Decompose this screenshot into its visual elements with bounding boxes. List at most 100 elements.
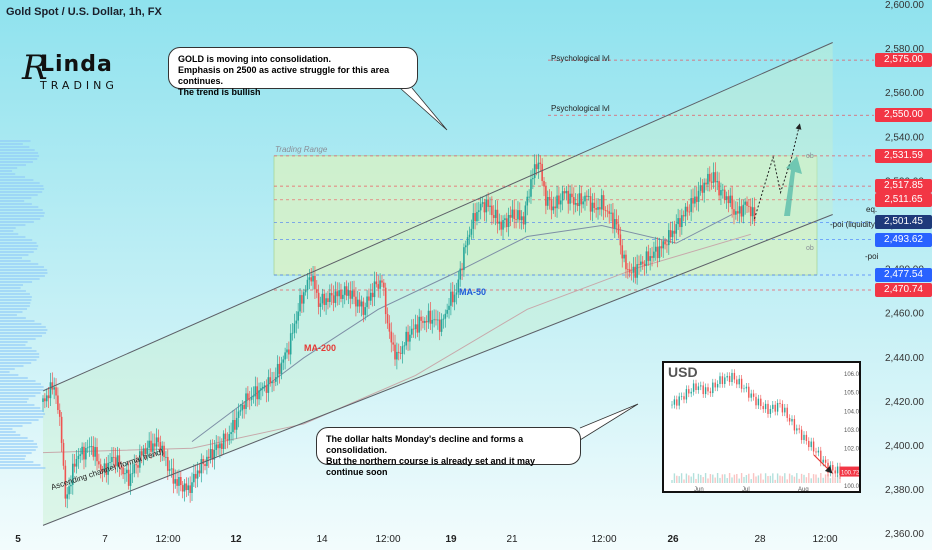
- inset-candle: [788, 417, 791, 422]
- candle-body: [522, 216, 525, 225]
- inset-candle: [736, 379, 738, 385]
- candle-body: [416, 324, 419, 333]
- candle-body: [634, 266, 637, 278]
- candle-body: [178, 477, 180, 486]
- candle-body: [237, 411, 240, 418]
- volume-profile-bar: [0, 434, 21, 436]
- inset-volume-bar: [724, 474, 726, 483]
- candle-body: [636, 264, 638, 278]
- candle-body: [623, 254, 625, 259]
- inset-candle: [685, 389, 688, 400]
- candle-body: [753, 207, 756, 222]
- candle-body: [370, 292, 372, 301]
- candle-body: [375, 281, 378, 285]
- candle-body: [641, 261, 644, 264]
- candle-body: [295, 320, 298, 324]
- inset-candle: [745, 386, 748, 389]
- x-tick-label: 12:00: [591, 534, 616, 545]
- inset-volume-bar: [764, 473, 767, 483]
- candle-body: [57, 395, 59, 411]
- candle-body: [168, 469, 171, 471]
- candle-body: [351, 290, 353, 299]
- candle-body: [744, 201, 746, 205]
- candle-body: [668, 230, 670, 246]
- inset-x-tick: Jun: [694, 487, 704, 493]
- candle-body: [638, 264, 640, 265]
- inset-volume-bar: [702, 477, 704, 483]
- bullish-arrow: [784, 156, 802, 216]
- candle-body: [425, 320, 428, 323]
- candle-body: [131, 473, 134, 475]
- candle-body: [409, 334, 411, 342]
- y-tick-label: 2,600.00: [885, 0, 924, 11]
- trading-range-box: [273, 155, 818, 276]
- candle-body: [340, 290, 342, 299]
- volume-profile-bar: [0, 308, 28, 310]
- inset-y-tick: 103.00: [844, 428, 861, 434]
- inset-candle: [815, 451, 817, 453]
- candle-body: [735, 211, 737, 215]
- volume-profile-bar: [0, 233, 19, 235]
- inset-volume-bar: [697, 473, 700, 483]
- inset-volume-bar: [745, 475, 748, 483]
- candle-body: [248, 399, 251, 401]
- candle-body: [653, 251, 655, 258]
- inset-y-tick: 104.00: [844, 409, 861, 415]
- candle-body: [725, 196, 728, 200]
- inset-candle: [712, 382, 714, 394]
- inset-candle: [805, 434, 808, 441]
- candle-body: [466, 237, 469, 246]
- candle-body: [543, 180, 545, 187]
- candle-body: [222, 433, 225, 449]
- candle-body: [552, 206, 555, 211]
- inset-volume-bar: [690, 476, 692, 483]
- candle-body: [386, 314, 389, 324]
- inset-volume-bar: [709, 474, 712, 483]
- candle-body: [498, 221, 501, 224]
- candle-body: [241, 404, 244, 411]
- volume-profile-bar: [0, 440, 34, 442]
- candle-body: [455, 292, 458, 295]
- volume-profile-bar: [0, 158, 38, 160]
- candle-body: [654, 246, 657, 252]
- candle-body: [349, 290, 352, 299]
- inset-y-tick: 100.00: [844, 484, 861, 490]
- inset-candle: [743, 388, 745, 390]
- candle-body: [139, 451, 141, 468]
- candle-body: [163, 445, 165, 458]
- inset-candle: [752, 393, 755, 397]
- candle-body: [675, 224, 678, 234]
- candle-body: [196, 470, 199, 479]
- inset-volume-bar: [776, 473, 779, 483]
- inset-volume-bar: [832, 473, 834, 483]
- inset-candle: [791, 418, 793, 422]
- candle-body: [356, 299, 359, 307]
- candle-body: [101, 469, 104, 473]
- candle-body: [390, 331, 393, 343]
- inset-candle: [704, 387, 707, 395]
- channel-lower-line: [42, 214, 833, 526]
- candle-body: [429, 310, 432, 324]
- candle-body: [530, 179, 532, 197]
- inset-volume-bar: [704, 473, 707, 483]
- inset-volume-bar: [688, 475, 690, 483]
- candle-body: [483, 202, 486, 213]
- inset-x-tick: Aug: [798, 487, 809, 493]
- candle-body: [92, 446, 95, 457]
- volume-profile-bar: [0, 185, 44, 187]
- candle-body: [170, 468, 173, 470]
- inset-volume-bar: [719, 477, 721, 483]
- inset-volume-bar: [671, 480, 673, 483]
- volume-profile-bar: [0, 404, 35, 406]
- inset-candle: [680, 396, 683, 397]
- inset-candle: [740, 378, 743, 389]
- inset-volume-bar: [762, 479, 764, 483]
- volume-profile-bar: [0, 305, 30, 307]
- inset-candle: [695, 383, 697, 391]
- volume-profile-bar: [0, 338, 36, 340]
- inset-candle: [709, 391, 712, 394]
- candle-body: [286, 349, 288, 353]
- candle-body: [658, 246, 661, 259]
- candle-body: [474, 213, 476, 222]
